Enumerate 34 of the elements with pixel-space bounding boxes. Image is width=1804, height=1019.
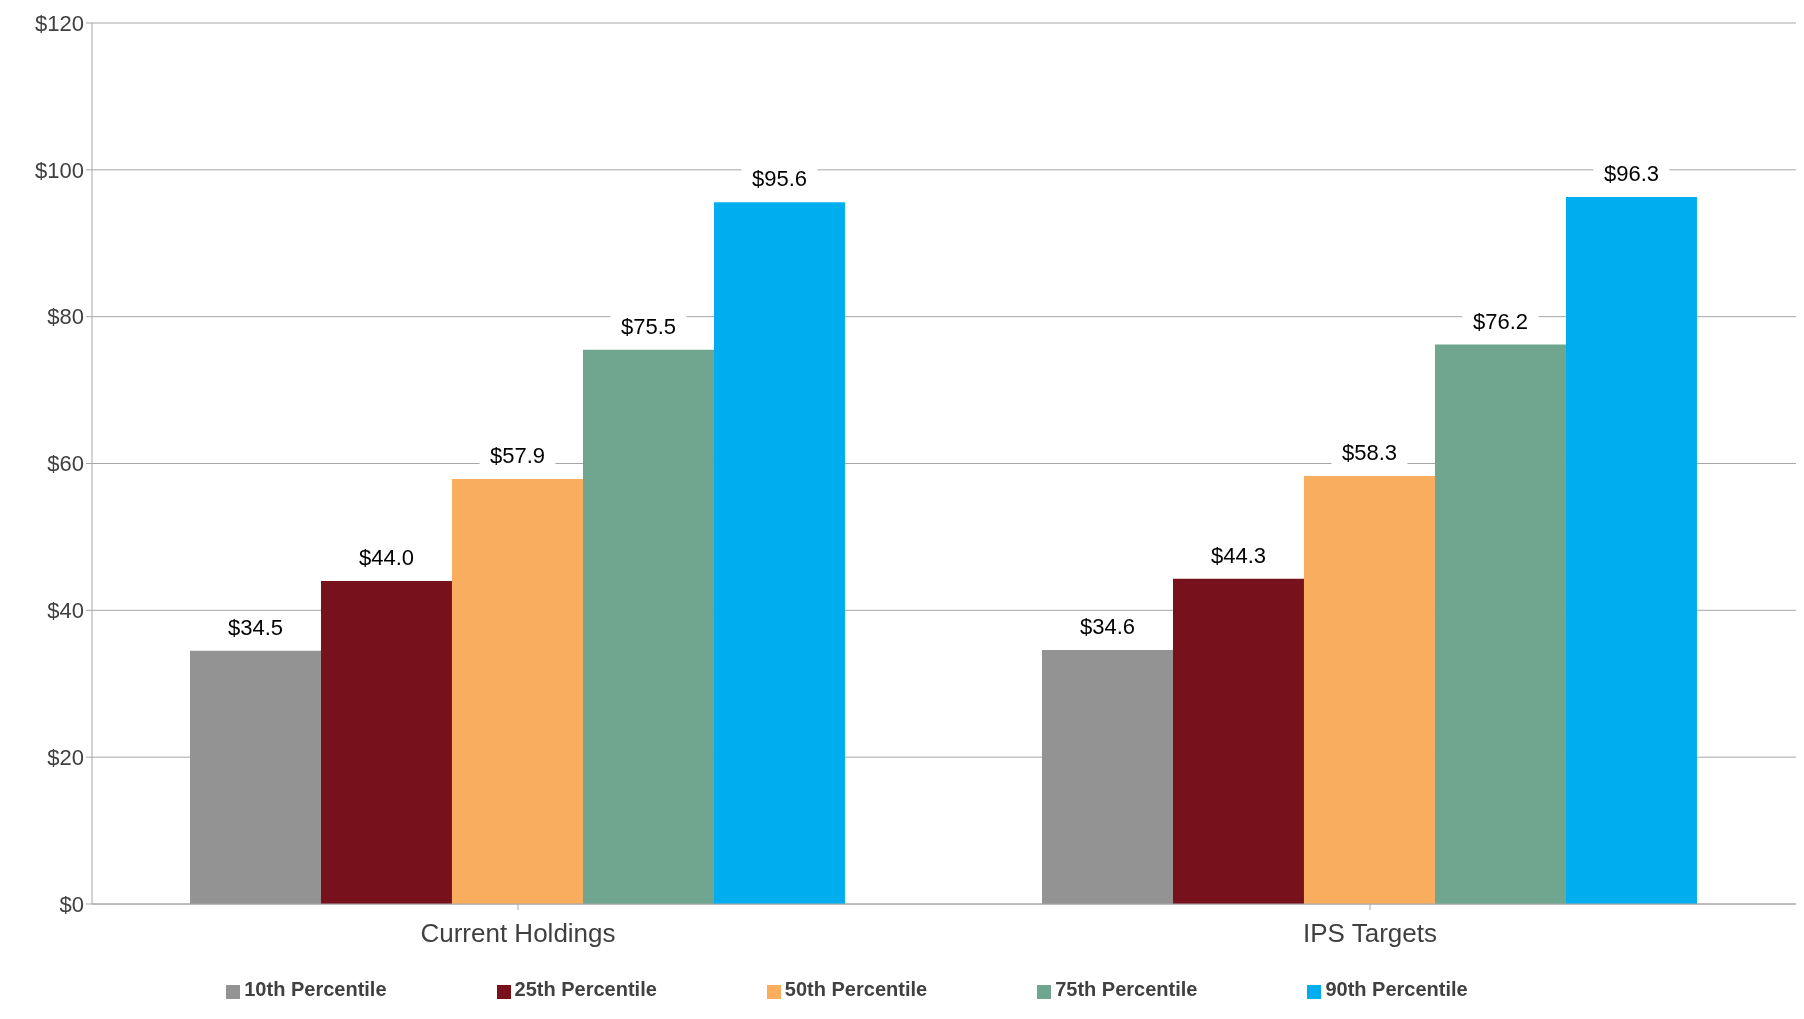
x-tick-label: IPS Targets xyxy=(1303,918,1437,949)
bar xyxy=(1303,475,1435,904)
y-tick-label: $20 xyxy=(47,744,84,770)
legend-label: 25th Percentile xyxy=(514,978,657,1000)
data-label: $44.3 xyxy=(1210,542,1267,568)
data-label: $96.3 xyxy=(1603,161,1660,186)
y-tick-label: $60 xyxy=(47,451,84,477)
x-tick-label: Current Holdings xyxy=(420,918,616,949)
y-tick-label: $80 xyxy=(47,304,84,330)
bar xyxy=(189,650,321,904)
data-label: $44.0 xyxy=(358,544,415,570)
data-label: $34.5 xyxy=(227,614,284,640)
y-tick-label: $100 xyxy=(35,157,84,183)
bar xyxy=(451,478,583,904)
bar xyxy=(1434,344,1566,904)
legend-label: 10th Percentile xyxy=(244,978,387,1000)
bar xyxy=(1172,578,1304,904)
data-label: $58.3 xyxy=(1341,439,1398,465)
bar xyxy=(713,202,845,904)
bar xyxy=(1041,649,1173,904)
y-tick-label: $40 xyxy=(47,598,84,624)
data-label: $75.5 xyxy=(620,313,677,339)
legend-label: 50th Percentile xyxy=(784,978,928,1000)
y-tick-label: $120 xyxy=(35,10,84,36)
legend-label: 90th Percentile xyxy=(1325,978,1468,1000)
bar xyxy=(320,580,452,904)
y-tick-label: $0 xyxy=(59,891,84,917)
data-label: $34.6 xyxy=(1079,613,1136,639)
data-label: $57.9 xyxy=(489,442,546,468)
data-label: $76.2 xyxy=(1472,308,1529,334)
bar xyxy=(582,349,714,904)
data-label: $95.6 xyxy=(751,166,808,192)
legend-label: 75th Percentile xyxy=(1055,978,1198,1000)
bar xyxy=(1565,197,1697,904)
